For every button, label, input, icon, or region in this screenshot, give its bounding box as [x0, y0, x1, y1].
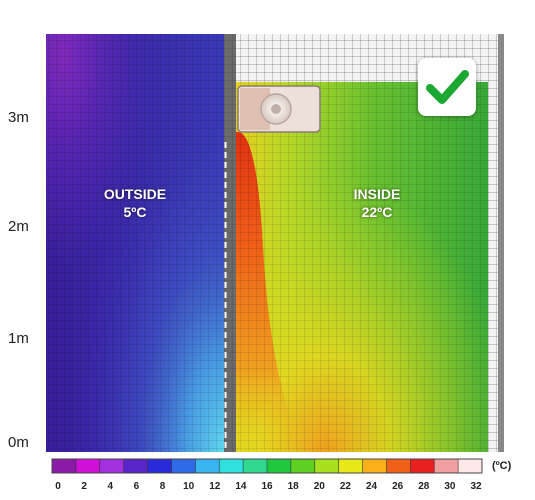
colorbar-swatch — [410, 459, 435, 473]
colorbar — [51, 458, 483, 474]
colorbar-swatch — [99, 459, 124, 473]
colorbar-tick-label: 28 — [418, 481, 430, 492]
colorbar-swatch — [243, 459, 268, 473]
outside-field — [46, 34, 224, 452]
y-tick-2m: 2m — [8, 218, 29, 235]
inside-name: INSIDE — [353, 186, 401, 202]
colorbar-swatch — [147, 459, 172, 473]
colorbar-swatch — [267, 459, 292, 473]
colorbar-swatch — [434, 459, 459, 473]
colorbar-tick-label: 2 — [81, 481, 87, 492]
colorbar-tick-label: 26 — [392, 481, 404, 492]
colorbar-tick-label: 24 — [365, 481, 378, 492]
inside-temperature: 22ºC — [361, 204, 393, 220]
status-badge — [418, 58, 476, 116]
colorbar-swatch — [290, 459, 316, 473]
inside-field — [236, 82, 488, 452]
outside-name: OUTSIDE — [103, 186, 167, 202]
check-icon — [426, 70, 469, 104]
colorbar-tick-label: 8 — [159, 481, 166, 492]
colorbar-swatch — [219, 459, 244, 473]
colorbar-tick-label: 20 — [313, 481, 325, 492]
y-tick-3m: 3m — [8, 109, 29, 126]
colorbar-swatch — [314, 459, 339, 473]
outside-label: OUTSIDE 5ºC — [80, 185, 190, 221]
colorbar-swatch — [171, 459, 196, 473]
colorbar-unit: (ºC) — [492, 460, 512, 472]
colorbar-tick-label: 0 — [55, 481, 61, 492]
colorbar-tick-label: 18 — [287, 481, 299, 492]
colorbar-tick-label: 16 — [261, 481, 273, 492]
colorbar-swatch — [338, 459, 363, 473]
colorbar-tick-label: 22 — [339, 481, 351, 492]
colorbar-tick-label: 30 — [444, 481, 456, 492]
colorbar-swatch — [75, 459, 101, 473]
y-tick-1m: 1m — [8, 330, 29, 347]
y-tick-0m: 0m — [8, 434, 29, 451]
colorbar-tick-label: 4 — [107, 481, 114, 492]
colorbar-swatch — [195, 459, 220, 473]
outside-temperature: 5ºC — [123, 204, 147, 220]
heater-unit — [237, 85, 321, 133]
wall — [224, 34, 236, 452]
colorbar-swatch — [52, 459, 77, 473]
colorbar-tick-label: 6 — [133, 481, 140, 492]
colorbar-tick-label: 14 — [235, 481, 247, 492]
colorbar-tick-label: 32 — [470, 481, 482, 492]
colorbar-swatch — [458, 459, 483, 473]
colorbar-swatch — [123, 459, 148, 473]
colorbar-tick-label: 10 — [183, 481, 195, 492]
colorbar-swatch — [362, 459, 387, 473]
colorbar-swatch — [386, 459, 411, 473]
colorbar-tick-label: 12 — [209, 481, 221, 492]
inside-label: INSIDE 22ºC — [322, 185, 432, 221]
